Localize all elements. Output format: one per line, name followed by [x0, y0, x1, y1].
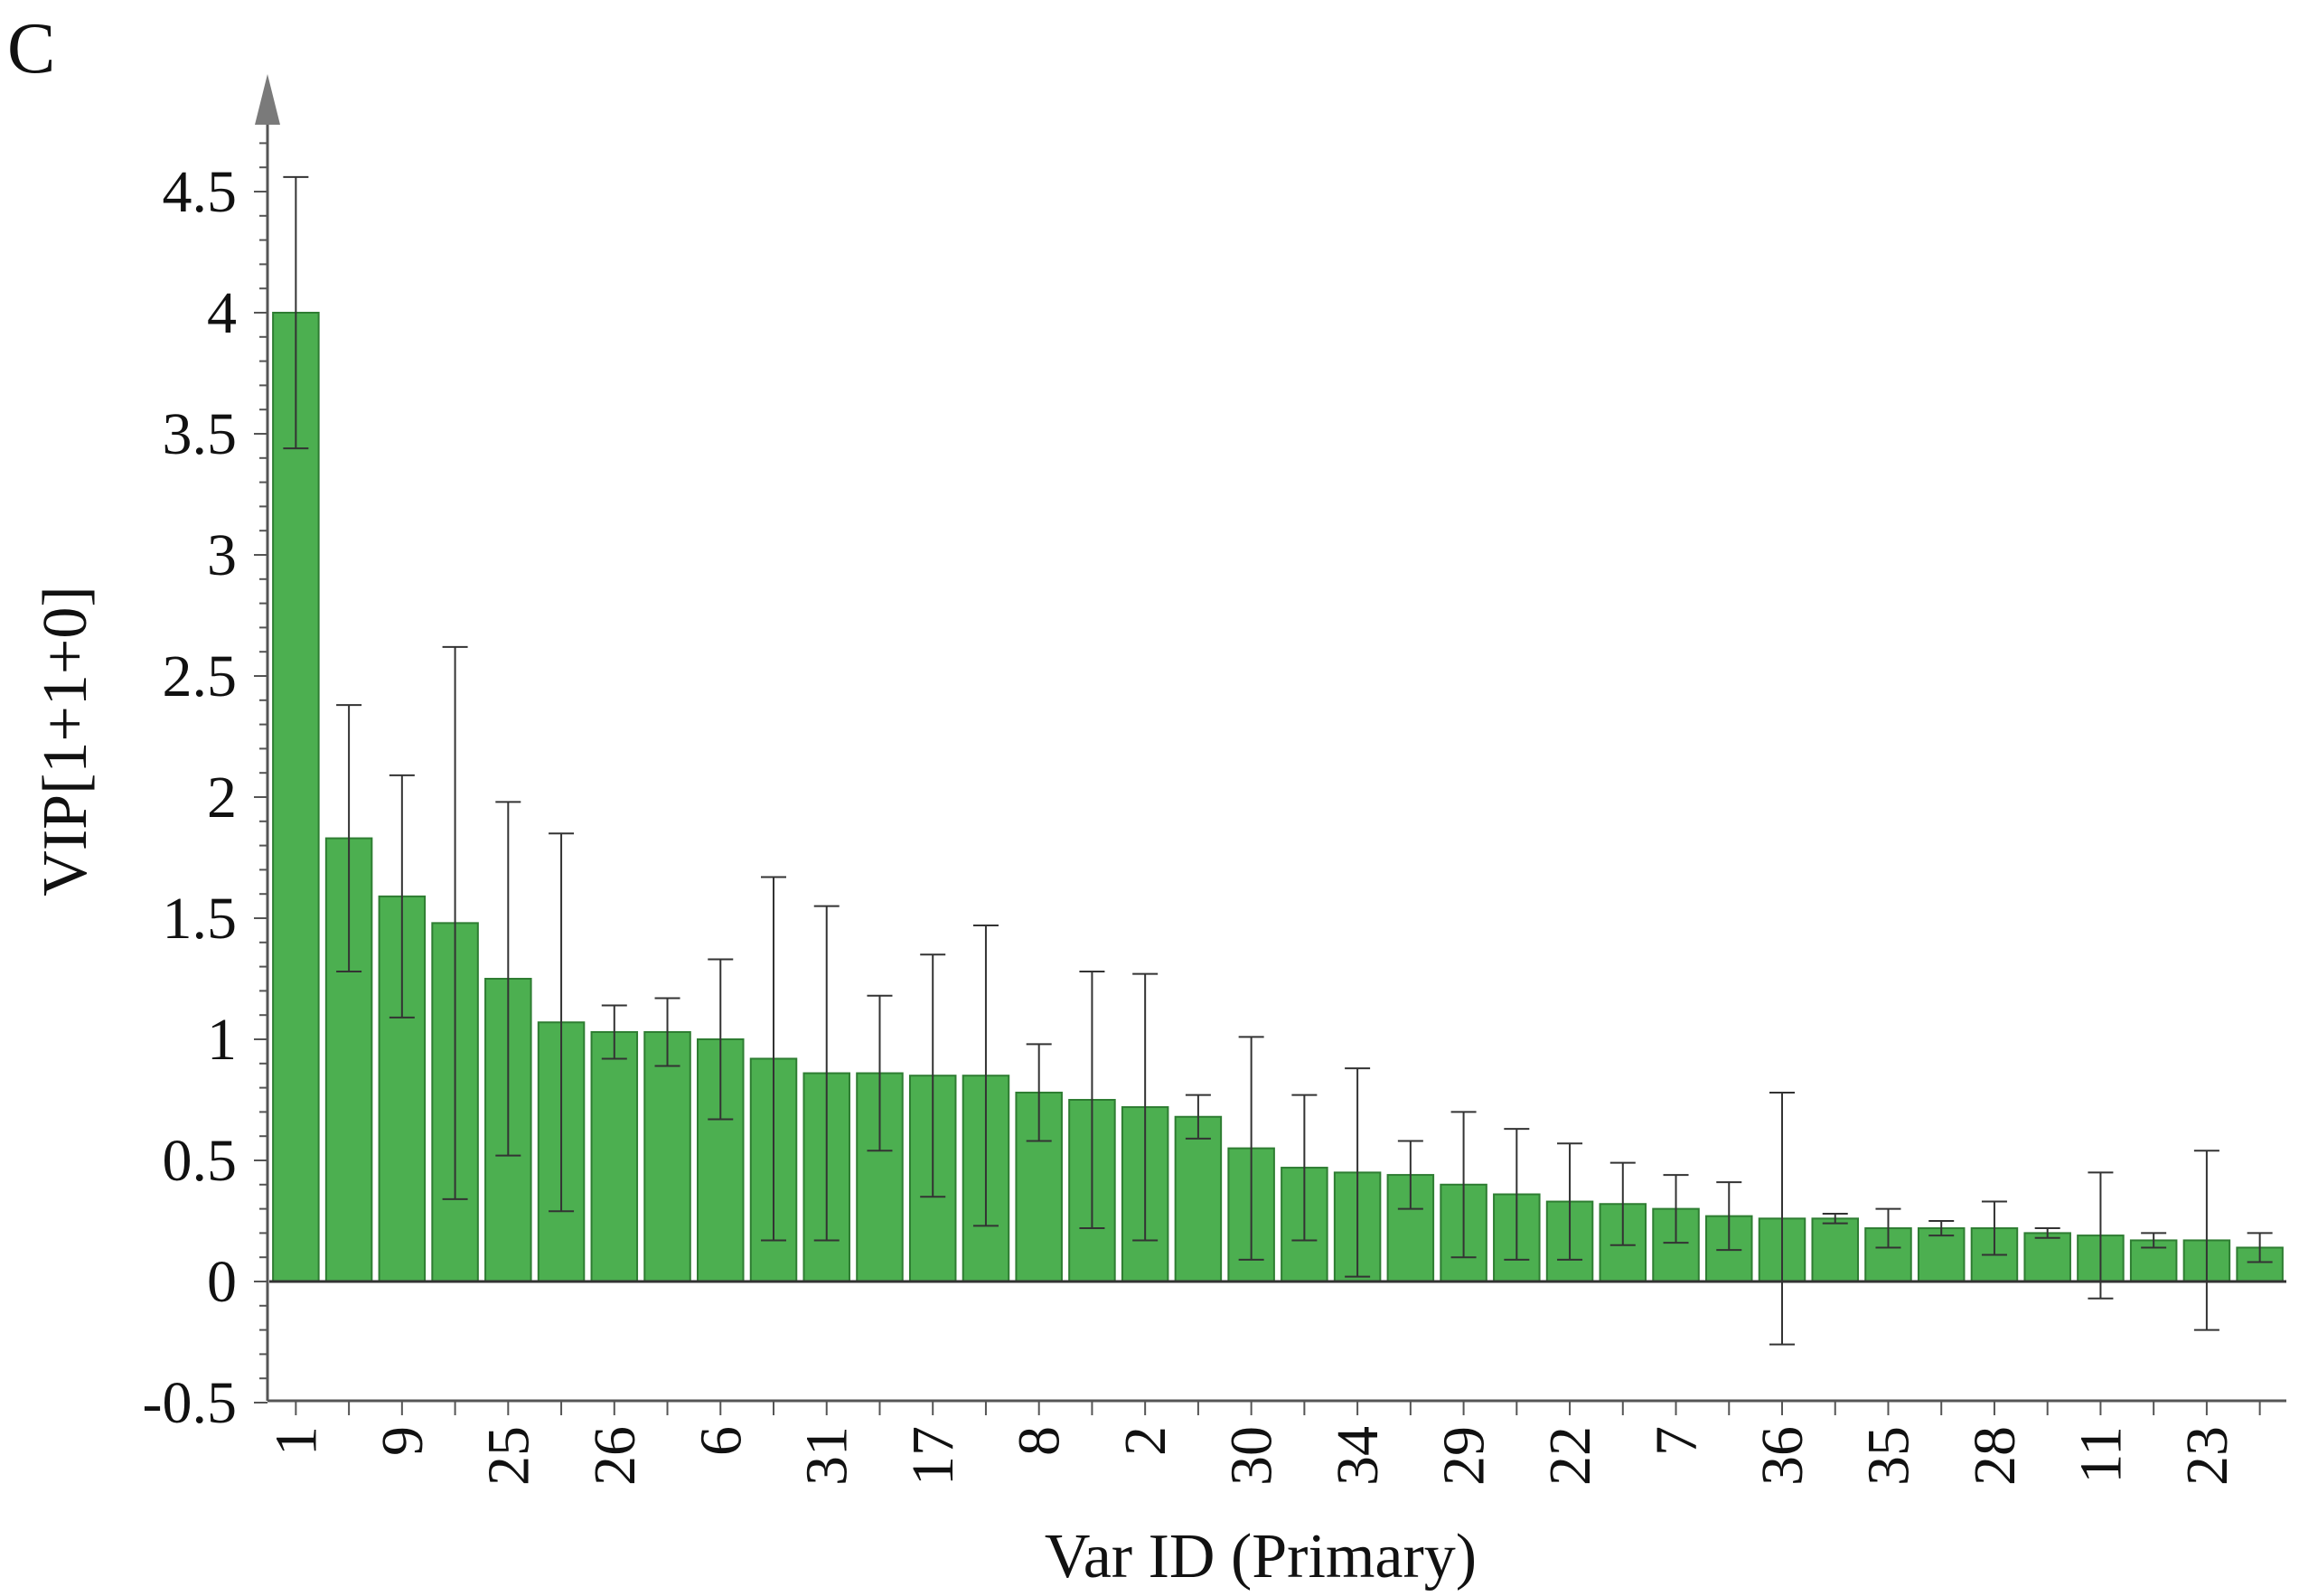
x-tick-label: 36	[1750, 1426, 1816, 1486]
bar	[2023, 1232, 2071, 1283]
x-tick-label: 6	[688, 1426, 754, 1456]
x-tick-label: 34	[1325, 1426, 1391, 1486]
x-tick-label: 35	[1855, 1426, 1921, 1486]
y-tick-label: 1	[207, 1007, 237, 1073]
y-tick-label: 3	[207, 522, 237, 588]
x-axis-label: Var ID (Primary)	[1045, 1522, 1477, 1591]
y-tick-label: 0.5	[163, 1128, 238, 1194]
x-tick-label: 30	[1219, 1426, 1285, 1486]
y-tick-label: -0.5	[143, 1370, 237, 1436]
y-axis-arrow-icon	[255, 74, 280, 125]
y-tick-label: 2.5	[163, 643, 238, 709]
bar	[590, 1030, 639, 1282]
x-tick-label: 7	[1644, 1426, 1710, 1456]
y-tick-label: 1.5	[163, 886, 238, 952]
x-tick-label: 1	[263, 1426, 329, 1456]
x-tick-label: 11	[2068, 1426, 2134, 1484]
x-tick-label: 8	[1007, 1426, 1073, 1456]
bars	[272, 312, 2284, 1283]
y-ticks: 4.5 4 3.5 3 2.5 2 1.5 1 0.5 0 -0.5	[143, 142, 267, 1436]
x-tick-label: 23	[2174, 1426, 2240, 1486]
x-tick-label: 9	[370, 1426, 436, 1456]
panel-label: C	[7, 9, 55, 89]
bar	[643, 1030, 691, 1282]
x-tick-label: 22	[1537, 1426, 1603, 1486]
x-tick-label: 2	[1112, 1426, 1178, 1456]
y-tick-label: 2	[207, 765, 237, 831]
error-bars	[283, 175, 2273, 1346]
y-tick-label: 4.5	[163, 159, 238, 225]
bar	[1811, 1217, 1859, 1282]
bar	[1174, 1115, 1223, 1283]
x-tick-label: 29	[1431, 1426, 1497, 1486]
y-axis-label: VIP[1+1+0]	[31, 586, 100, 896]
y-tick-label: 4	[207, 280, 237, 346]
y-tick-label: 0	[207, 1249, 237, 1315]
x-tick-label: 25	[475, 1426, 541, 1486]
x-ticks: 1 9 25 26 6 31 17 8 2 30 34 29 22 7 36 35 28 11 23	[263, 1401, 2261, 1486]
x-tick-label: 28	[1962, 1426, 2028, 1486]
x-tick-label: 26	[582, 1426, 648, 1486]
x-tick-label: 31	[794, 1426, 860, 1486]
x-tick-label: 17	[900, 1426, 966, 1486]
bar	[272, 312, 320, 1282]
y-tick-label: 3.5	[163, 401, 238, 467]
